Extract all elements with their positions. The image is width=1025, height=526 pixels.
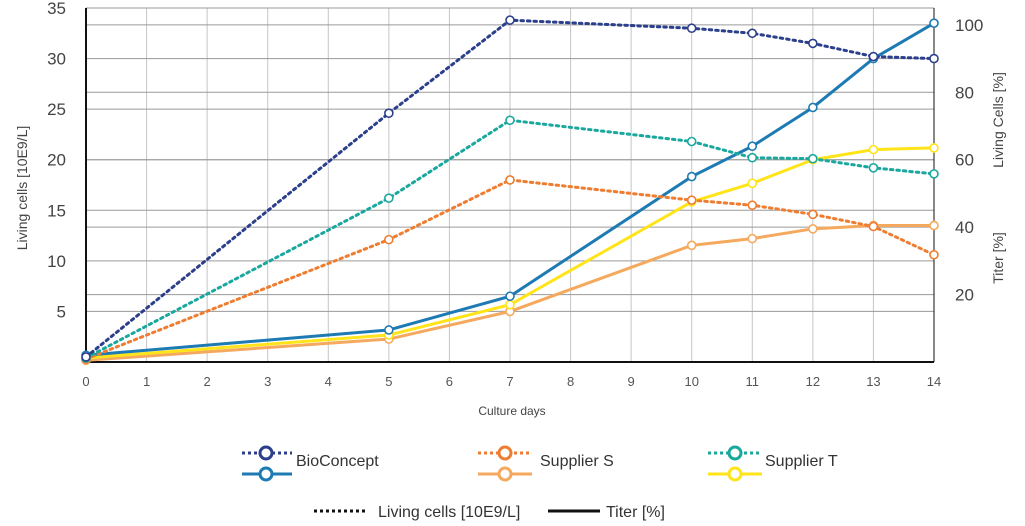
series-line-supplier-t-living-cells [84,118,936,360]
point-supplier-t-living-cells-day-14 [929,169,939,179]
series-line-bioconcept-living-cells [84,18,936,359]
point-bioconcept-titer-day-12 [808,102,818,113]
x-tick-label-7: 7 [506,374,513,389]
y-left-tick-label-25: 25 [47,100,66,119]
y-left-tick-label-15: 15 [47,201,66,220]
point-supplier-s-living-cells-day-7 [505,175,515,185]
x-tick-label-9: 9 [628,374,635,389]
x-tick-label-8: 8 [567,374,574,389]
y-left-tick-label-35: 35 [47,0,66,18]
point-supplier-t-living-cells-day-5 [384,193,394,203]
y-right-tick-label-40: 40 [955,218,974,237]
grid-lines [85,7,935,362]
point-supplier-s-titer-day-10 [686,240,697,251]
y-left-tick-label-10: 10 [47,252,66,271]
legend-entry-bioconcept: BioConcept [242,445,379,482]
point-bioconcept-living-cells-day-10 [686,23,697,34]
series-group [81,15,939,366]
point-bioconcept-living-cells-day-11 [747,28,758,39]
point-bioconcept-living-cells-day-14 [929,53,939,64]
x-tick-label-0: 0 [82,374,89,389]
series-line-supplier-s-living-cells [84,178,936,361]
legend-bioconcept-solid-marker [258,466,274,482]
point-supplier-s-living-cells-day-14 [929,249,939,260]
point-bioconcept-titer-day-14 [929,18,939,28]
legend-entry-supplier-t: Supplier T [708,445,838,482]
point-supplier-t-titer-day-11 [747,178,758,189]
x-tick-label-1: 1 [143,374,150,389]
legend-supplier-s-label: Supplier S [540,453,614,470]
point-supplier-s-living-cells-day-11 [747,200,758,211]
point-bioconcept-titer-day-11 [747,141,758,152]
point-supplier-t-living-cells-day-11 [747,152,758,163]
legend-bioconcept-dotted-marker [258,445,274,461]
x-tick-label-4: 4 [325,374,332,389]
series-line-supplier-t-titer [85,146,935,360]
legend-style-key: Living cells [10E9/L] Titer [%] [314,504,665,521]
y-axis-left-label: Living cells [10E9/L] [14,126,30,251]
y-left-tick-label-30: 30 [47,50,66,69]
legend-entry-supplier-s: Supplier S [478,445,614,482]
point-bioconcept-titer-day-10 [686,171,697,182]
legend-supplier-s-solid-marker [497,466,513,482]
x-axis-label: Culture days [478,404,545,418]
x-tick-label-14: 14 [927,374,941,389]
series-line-supplier-s-titer [85,223,934,362]
x-tick-label-2: 2 [204,374,211,389]
legend: BioConcept Supplier S Supplier T Living … [242,445,838,521]
point-supplier-s-living-cells-day-13 [868,221,879,232]
point-supplier-s-living-cells-day-12 [808,209,818,220]
point-supplier-s-titer-day-12 [808,224,818,234]
legend-supplier-t-solid-marker [727,466,743,482]
point-supplier-t-living-cells-day-10 [686,136,697,147]
legend-dotted-key-label: Living cells [10E9/L] [378,504,520,521]
x-tick-label-10: 10 [684,374,698,389]
y-left-tick-label-20: 20 [47,151,66,170]
legend-supplier-s-dotted-marker [497,445,513,461]
x-tick-label-13: 13 [866,374,880,389]
x-tick-label-11: 11 [746,374,760,389]
y-axis-right-titer-label: Titer [%] [990,232,1006,284]
series-line-bioconcept-titer [85,21,935,357]
legend-supplier-t-label: Supplier T [765,453,838,470]
point-supplier-t-titer-day-14 [929,143,939,153]
x-tick-label-5: 5 [385,374,392,389]
point-bioconcept-living-cells-day-13 [868,51,879,62]
point-supplier-s-living-cells-day-5 [384,234,394,245]
point-bioconcept-living-cells-day-5 [384,108,394,118]
y-axis-right-living-label: Living Cells [%] [990,72,1006,168]
point-supplier-t-titer-day-7 [505,299,515,310]
point-bioconcept-living-cells-day-7 [505,15,515,25]
point-supplier-t-titer-day-13 [868,144,879,155]
y-right-tick-label-80: 80 [955,83,974,102]
point-supplier-s-titer-day-11 [747,233,758,244]
point-supplier-s-living-cells-day-10 [686,195,697,205]
x-tick-label-6: 6 [446,374,453,389]
point-bioconcept-living-cells-day-12 [808,38,818,49]
legend-bioconcept-label: BioConcept [296,453,379,470]
point-bioconcept-titer-day-7 [505,291,515,302]
point-bioconcept-titer-day-5 [384,325,394,335]
legend-supplier-t-dotted-marker [727,445,743,461]
x-tick-label-12: 12 [806,374,820,389]
point-supplier-t-living-cells-day-12 [808,153,818,164]
tick-labels: 0 1 2 3 4 5 6 7 8 9 10 11 12 13 1451015202530352040608… [47,0,983,389]
point-supplier-t-living-cells-day-7 [505,115,515,126]
point-supplier-t-living-cells-day-13 [868,163,879,173]
x-tick-label-3: 3 [264,374,271,389]
y-left-tick-label-5: 5 [57,302,66,321]
legend-solid-key-label: Titer [%] [606,504,665,521]
y-right-tick-label-60: 60 [955,151,974,170]
y-right-tick-label-20: 20 [955,286,974,305]
y-right-tick-label-100: 100 [955,16,983,35]
point-bioconcept-living-cells-day-0 [81,352,91,362]
axes [85,8,935,364]
point-supplier-s-titer-day-14 [929,220,939,231]
